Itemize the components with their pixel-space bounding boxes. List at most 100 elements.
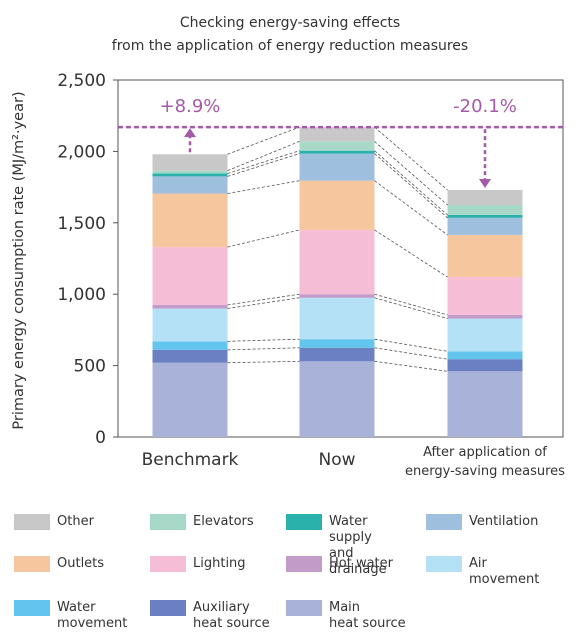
legend-swatch [150,514,186,530]
bar-segment [447,371,523,437]
bar-segment [299,297,375,340]
connector-line [374,150,448,216]
y-tick-label: 1,000 [57,285,106,305]
y-tick-label: 500 [74,357,106,377]
stacked-bar-chart: Checking energy-saving effects from the a… [11,15,565,479]
legend-item: Hot water [272,542,412,582]
legend-label: Ventilation [469,514,539,529]
bar-segment [447,351,523,360]
connector-line [374,180,448,236]
connector-line [227,126,300,155]
legend-item: Elevators [136,500,276,540]
bar-segment [447,217,523,235]
bar-segment [152,176,228,194]
connector-line [374,293,448,316]
bar-segment [447,359,523,372]
chart-title-line: from the application of energy reduction… [112,38,468,54]
legend-label: Lighting [193,556,246,571]
x-category-label: energy-saving measures [405,464,565,479]
connector-line [227,150,300,174]
bar-segment [447,318,523,352]
legend-label: Air movement [469,556,540,587]
connector-line [227,347,300,351]
annotation-arrow-head [184,128,196,138]
chart-area: Checking energy-saving effects from the a… [11,15,565,479]
connector-line [374,141,448,206]
legend-swatch [426,556,462,572]
legend-item: Auxiliary heat source [136,586,276,631]
bar-segment [447,234,523,278]
y-axis-label: Primary energy consumption rate (MJ/m²·y… [11,91,27,429]
bar-segment [152,154,228,171]
connector-line [374,297,448,319]
legend-label: Elevators [193,514,254,529]
connector-line [227,153,300,177]
connector-line [227,297,300,309]
legend-swatch [150,600,186,616]
bar-segment [152,362,228,437]
bar-segment [152,304,228,309]
legend-swatch [14,556,50,572]
connector-line [227,360,300,364]
legend-swatch [286,556,322,572]
legend-item: Air movement [412,542,552,587]
annotation-label: +8.9% [160,96,221,117]
bar-segment [299,141,375,151]
connector-line [227,338,300,342]
bar-segment [447,277,523,315]
legend-item: Water movement [0,586,140,631]
bar-segment [299,229,375,295]
bar-segment [152,308,228,342]
bar-segment [152,193,228,248]
legend-item: Main heat source [272,586,412,631]
chart-title-line: Checking energy-saving effects [180,15,400,31]
bar-segment [299,180,375,230]
legend-label: Other [57,514,94,529]
bar-segment [447,189,523,205]
connector-line [374,153,448,219]
legend-label: Main heat source [329,600,406,631]
bar-segment [447,314,523,319]
legend-label: Hot water [329,556,393,571]
connector-line [374,338,448,352]
x-category-label: Now [318,450,355,470]
connector-line [374,347,448,360]
legend-label: Water supply and drainage [329,514,387,577]
connector-line [374,360,448,372]
bar-segment [299,127,375,142]
legend-swatch [426,514,462,530]
x-category-label: After application of [423,445,547,460]
y-tick-label: 2,500 [57,71,106,91]
legend-item: Ventilation [412,500,552,540]
annotation-arrow-head [479,178,491,188]
legend-swatch [14,600,50,616]
legend: Other Elevators Water supply and drainage V… [0,500,580,631]
connector-line [227,229,300,248]
connector-line [374,126,448,191]
bar-segment [152,247,228,305]
bar-segment [299,361,375,437]
connector-line [227,180,300,194]
legend-item: Water supply and drainage [272,500,412,577]
legend-label: Auxiliary heat source [193,600,270,631]
y-tick-label: 0 [95,428,106,448]
connector-line [374,229,448,278]
connector-line [227,141,300,172]
bar-segment [152,349,228,363]
y-tick-label: 1,500 [57,214,106,234]
legend-label: Water movement [57,600,128,631]
legend-item: Lighting [136,542,276,582]
connector-line [227,293,300,306]
bar-segment [299,150,375,154]
bar-segment [299,153,375,181]
bar-segment [152,170,228,174]
legend-swatch [14,514,50,530]
legend-swatch [286,514,322,530]
bar-segment [152,341,228,350]
annotation-label: -20.1% [453,96,517,117]
legend-swatch [150,556,186,572]
bar-segment [299,347,375,362]
bar-segment [299,339,375,348]
bar-segment [152,173,228,177]
y-tick-label: 2,000 [57,142,106,162]
